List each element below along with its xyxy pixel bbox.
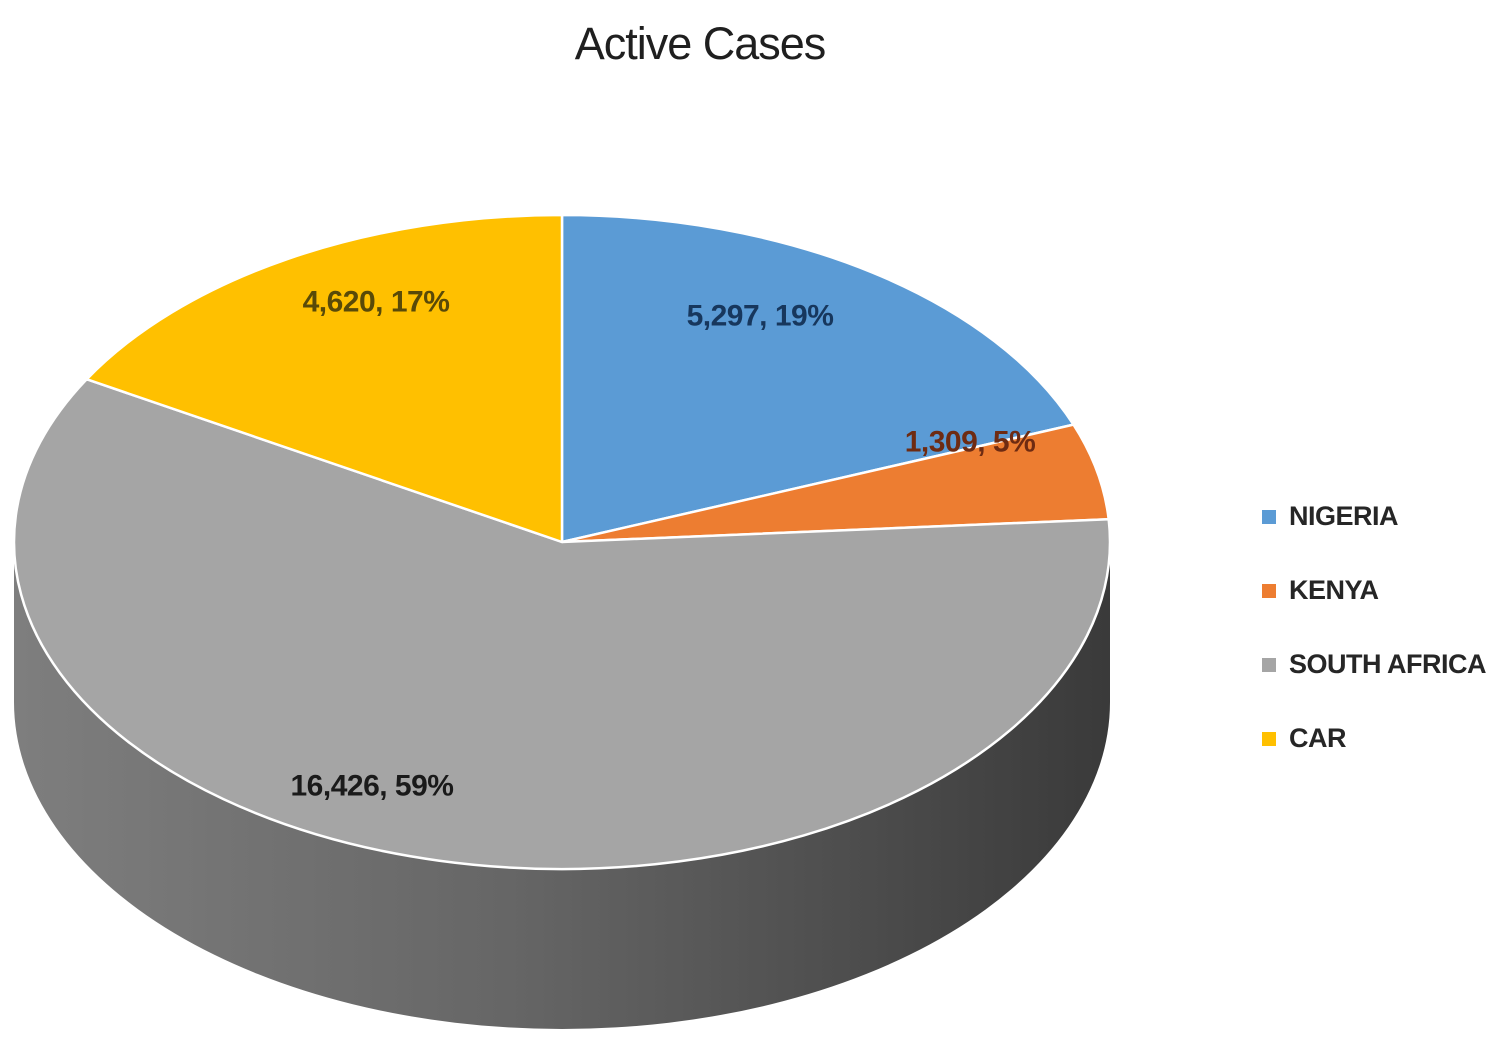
legend-swatch-icon-nigeria	[1262, 509, 1276, 524]
legend-label-car: CAR	[1289, 723, 1347, 753]
data-label-kenya: 1,309, 5%	[905, 426, 1036, 459]
pie-slice-nigeria	[560, 213, 1075, 544]
legend-item-car: CAR	[1262, 725, 1486, 752]
legend-swatch-icon-car	[1262, 731, 1276, 746]
pie-slice-car	[85, 213, 564, 544]
legend-label-kenya: KENYA	[1289, 575, 1379, 605]
pie-side-wall	[14, 542, 1110, 1029]
chart-title: Active Cases	[574, 18, 827, 69]
legend-swatch-icon-south-africa	[1262, 657, 1276, 672]
legend-label-south-africa: SOUTH AFRICA	[1289, 649, 1487, 679]
legend: NIGERIA KENYA SOUTH AFRICA CAR	[1262, 503, 1487, 752]
legend-label-nigeria: NIGERIA	[1289, 501, 1399, 531]
legend-item-south-africa: SOUTH AFRICA	[1262, 649, 1487, 679]
legend-item-nigeria: NIGERIA	[1262, 503, 1486, 530]
legend-swatch-icon-kenya	[1262, 583, 1276, 598]
data-label-nigeria: 5,297, 19%	[687, 300, 834, 333]
data-label-south-africa: 16,426, 59%	[291, 770, 454, 803]
pie-slice-south-africa	[12, 377, 1112, 871]
data-label-car: 4,620, 17%	[303, 286, 450, 319]
legend-item-kenya: KENYA	[1262, 577, 1486, 604]
pie-slice-kenya	[560, 423, 1110, 544]
